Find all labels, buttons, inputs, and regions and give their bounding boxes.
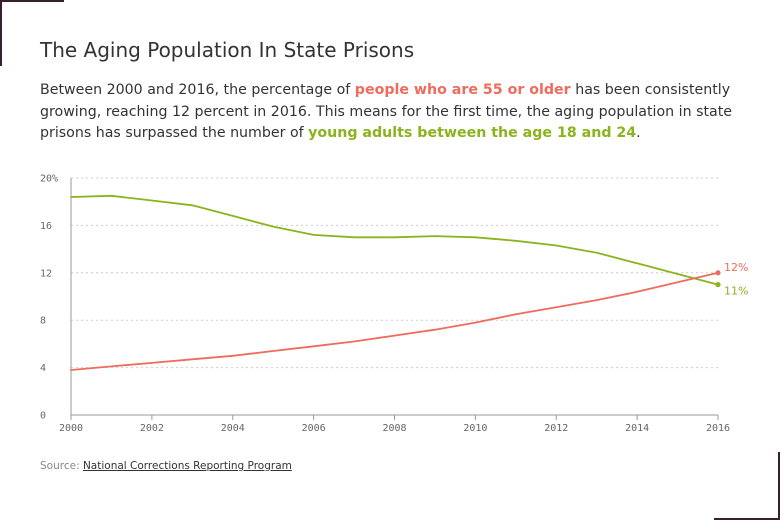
line-chart: 0 4 8 12 16 20% 2000 2002 2004 2006 2008 2010 2012 20… [40, 174, 748, 435]
series-line-older [70, 271, 719, 371]
x-tick-label-2008: 2008 [382, 423, 406, 434]
highlight-older-population: people who are 55 or older [354, 82, 571, 98]
highlight-young-adults: young adults between the age 18 and 24 [308, 125, 637, 141]
y-tick-label-4: 4 [40, 363, 46, 374]
y-tick-label-12: 12 [40, 268, 52, 279]
axes: 0 4 8 12 16 20% 2000 2002 2004 2006 2008 2010 2012 20… [40, 174, 730, 435]
x-tick-label-2014: 2014 [625, 423, 649, 434]
x-tick-label-2010: 2010 [463, 423, 487, 434]
series-lines [70, 194, 721, 371]
description-text-3: . [636, 125, 641, 141]
x-tick-label-2000: 2000 [59, 423, 83, 434]
source-note: Source: National Corrections Reporting P… [40, 460, 292, 472]
chart-title: The Aging Population In State Prisons [40, 38, 415, 62]
series-endpoint-older [715, 270, 721, 276]
x-tick-label-2002: 2002 [140, 423, 164, 434]
end-label-young: 11% [724, 285, 748, 298]
end-label-older: 12% [724, 261, 748, 274]
y-tick-label-16: 16 [40, 221, 52, 232]
corner-frame-top-left [0, 0, 64, 66]
x-tick-label-2004: 2004 [221, 423, 245, 434]
chart-description: Between 2000 and 2016, the percentage of… [40, 80, 740, 145]
series-line-young [70, 194, 719, 286]
series-endpoint-young [715, 282, 721, 288]
source-prefix: Source: [40, 460, 83, 472]
y-tick-label-8: 8 [40, 316, 46, 327]
source-link[interactable]: National Corrections Reporting Program [82, 460, 292, 472]
x-tick-label-2006: 2006 [302, 423, 326, 434]
description-text-2: has been consistently growing, reaching … [40, 82, 733, 141]
y-tick-label-20: 20% [40, 174, 58, 185]
description-text-1: Between 2000 and 2016, the percentage of [40, 82, 355, 98]
x-tick-label-2016: 2016 [706, 423, 730, 434]
x-tick-label-2012: 2012 [544, 423, 568, 434]
corner-frame-bottom-right [714, 452, 780, 520]
end-labels: 11% 12% [724, 261, 748, 298]
y-tick-label-0: 0 [40, 411, 46, 422]
grid-lines [71, 177, 718, 369]
